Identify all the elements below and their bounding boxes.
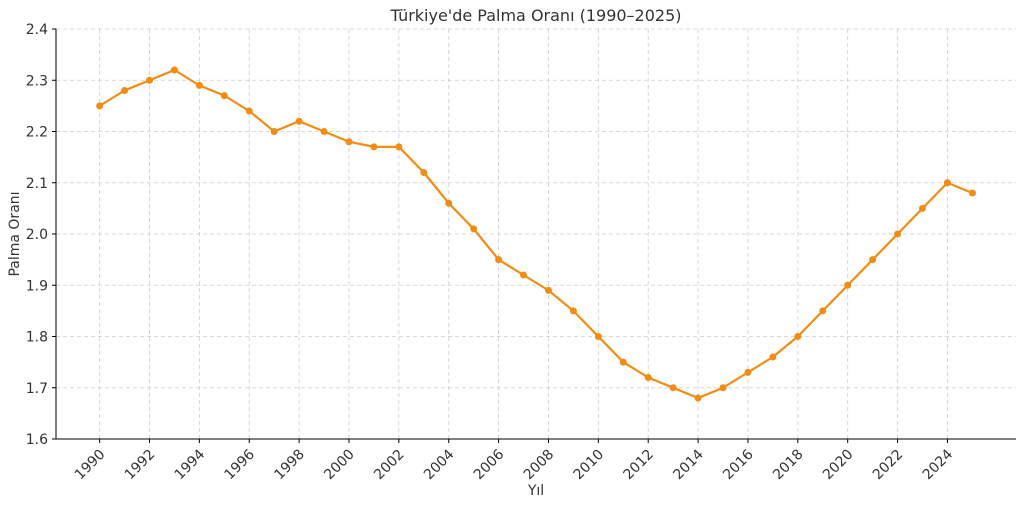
x-tick-label: 2000: [321, 447, 358, 484]
point: [495, 256, 503, 264]
point: [121, 87, 129, 94]
point: [869, 256, 877, 264]
point: [345, 138, 353, 146]
point: [170, 66, 178, 74]
point: [295, 117, 303, 125]
point: [644, 374, 652, 381]
point: [794, 333, 802, 340]
line: [99, 68, 973, 400]
y-tick-label: 2.2: [26, 125, 48, 141]
x-tick-label: 1998: [271, 447, 308, 484]
point: [619, 358, 627, 366]
y-axis-label: Palma Oranı: [7, 191, 23, 276]
point: [894, 230, 902, 238]
y-tick-label: 1.7: [26, 381, 48, 397]
point: [420, 169, 428, 176]
point: [719, 384, 727, 392]
x-tick-label: 2006: [471, 446, 508, 483]
point: [146, 76, 154, 84]
x-tick-label: 2024: [920, 446, 957, 483]
point: [320, 128, 328, 135]
point: [569, 307, 577, 315]
point: [445, 199, 453, 207]
x-tick-label: 1996: [222, 446, 259, 483]
x-tick-label: 2020: [820, 447, 857, 484]
point: [245, 107, 253, 115]
x-tick-label: 2004: [421, 446, 458, 483]
x-tick-label: 1990: [72, 447, 109, 484]
point: [520, 271, 528, 279]
y-tick-label: 1.8: [26, 330, 48, 346]
y-tick-label: 2.1: [26, 176, 48, 192]
y-tick-label: 1.9: [26, 278, 48, 294]
point: [744, 368, 752, 376]
point: [819, 307, 827, 315]
y-tick-label: 2.3: [26, 73, 48, 89]
point: [470, 225, 478, 233]
point: [544, 286, 552, 294]
x-axis-label: Yıl: [527, 483, 544, 499]
point: [918, 204, 926, 212]
point: [844, 281, 852, 289]
y-tick-label: 2.0: [26, 227, 48, 243]
x-tick-label: 2018: [770, 447, 807, 484]
point: [395, 143, 403, 151]
y-tick-label: 2.4: [26, 22, 48, 38]
x-tick-label: 2016: [720, 446, 757, 483]
point: [220, 92, 228, 100]
point: [195, 81, 203, 89]
x-tick-label: 1994: [172, 446, 209, 483]
y-tick-label: 1.6: [26, 432, 48, 448]
x-tick-label: 2010: [571, 447, 608, 484]
x-tick-label: 2022: [870, 447, 907, 484]
x-tick-label: 2012: [621, 447, 658, 484]
point: [669, 384, 677, 392]
point: [943, 179, 951, 187]
chart-title: Türkiye'de Palma Oranı (1990–2025): [389, 6, 681, 25]
point: [96, 102, 104, 110]
point: [270, 128, 278, 135]
x-tick-label: 2002: [371, 447, 408, 484]
point: [694, 394, 702, 402]
point: [594, 333, 602, 340]
point: [370, 143, 378, 151]
x-tick-label: 2014: [670, 446, 707, 483]
x-tick-label: 1992: [122, 447, 159, 484]
x-tick-label: 2008: [521, 447, 558, 484]
point: [968, 189, 976, 197]
point: [769, 353, 777, 361]
